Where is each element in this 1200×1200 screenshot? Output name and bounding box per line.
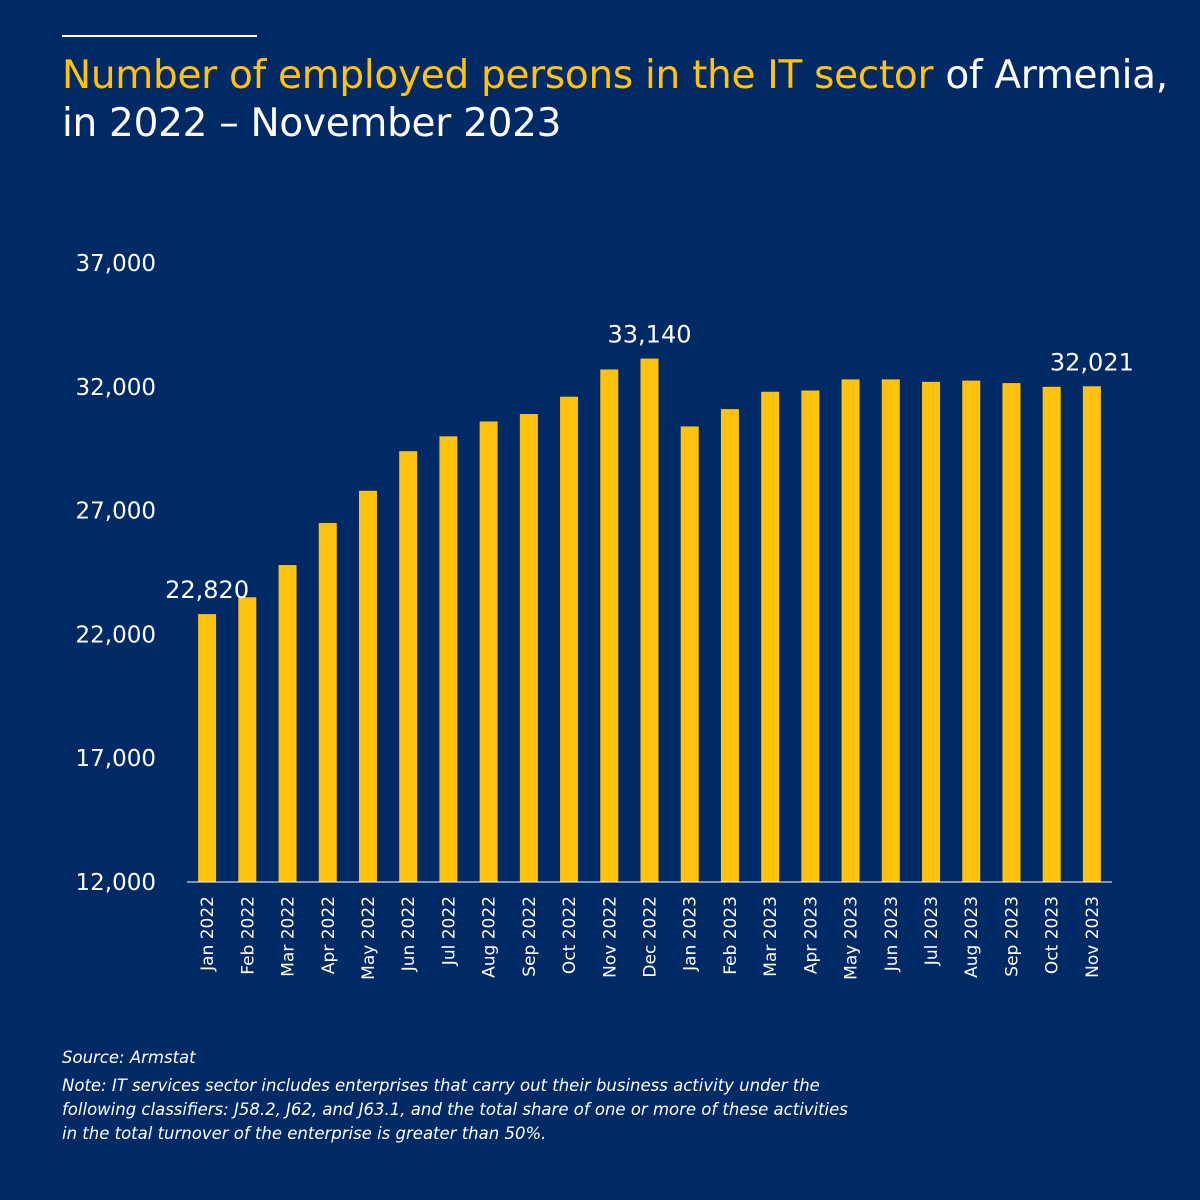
bar bbox=[358, 490, 377, 882]
bar bbox=[519, 414, 538, 882]
bar bbox=[761, 391, 780, 882]
x-tick-label: Apr 2022 bbox=[319, 896, 339, 974]
x-tick-label: Sep 2022 bbox=[520, 896, 540, 977]
y-tick-label: 37,000 bbox=[76, 251, 156, 277]
x-tick-label: Jan 2023 bbox=[681, 896, 701, 972]
bar bbox=[720, 409, 739, 882]
bar bbox=[600, 369, 619, 882]
y-tick-label: 22,000 bbox=[76, 622, 156, 648]
bar bbox=[1002, 383, 1021, 882]
y-tick-label: 17,000 bbox=[76, 746, 156, 772]
x-tick-label: Nov 2023 bbox=[1083, 896, 1103, 978]
bar-chart: 12,000 17,000 22,000 27,000 32,000 37,000 Jan … bbox=[76, 251, 1134, 980]
x-tick-label: Mar 2022 bbox=[279, 896, 299, 977]
bar bbox=[560, 396, 579, 882]
x-tick-label: Aug 2022 bbox=[480, 896, 500, 978]
bar bbox=[1082, 386, 1101, 882]
x-tick-label: Dec 2022 bbox=[641, 896, 661, 978]
bar bbox=[439, 436, 458, 882]
x-tick-label: Apr 2023 bbox=[801, 896, 821, 974]
bar bbox=[238, 597, 257, 882]
x-tick-label: May 2023 bbox=[842, 896, 862, 980]
source-text: Source: Armstat bbox=[62, 1048, 196, 1067]
bar bbox=[318, 522, 337, 882]
x-tick-label: Aug 2023 bbox=[962, 896, 982, 978]
x-tick-label: Mar 2023 bbox=[761, 896, 781, 977]
bar bbox=[198, 614, 217, 882]
x-tick-label: Jan 2022 bbox=[198, 896, 218, 972]
title-line-2: in 2022 – November 2023 bbox=[62, 101, 562, 146]
y-tick-label: 12,000 bbox=[76, 870, 156, 896]
decorative-rule bbox=[62, 35, 257, 37]
data-label: 32,021 bbox=[1050, 348, 1134, 376]
x-tick-label: Jun 2023 bbox=[882, 896, 902, 972]
x-tick-label: Oct 2022 bbox=[560, 896, 580, 974]
x-tick-label: Jun 2022 bbox=[399, 896, 419, 972]
x-tick-label: Feb 2022 bbox=[238, 896, 258, 975]
bar bbox=[1042, 386, 1061, 882]
chart-title: Number of employed persons in the IT sec… bbox=[62, 52, 1172, 148]
bar bbox=[640, 358, 659, 882]
x-tick-label: Jul 2022 bbox=[439, 896, 459, 966]
footer-notes: Source: Armstat Note: IT services sector… bbox=[62, 1046, 1162, 1146]
bar bbox=[881, 379, 900, 882]
x-tick-label: Feb 2023 bbox=[721, 896, 741, 975]
bar bbox=[922, 381, 941, 882]
bar bbox=[278, 565, 297, 882]
x-tick-label: May 2022 bbox=[359, 896, 379, 980]
bar bbox=[479, 421, 498, 882]
data-label: 22,820 bbox=[165, 576, 249, 604]
bar bbox=[801, 390, 820, 882]
data-label: 33,140 bbox=[608, 321, 692, 349]
bar bbox=[680, 426, 699, 882]
x-tick-label: Sep 2023 bbox=[1002, 896, 1022, 977]
bar bbox=[962, 380, 981, 882]
note-text: Note: IT services sector includes enterp… bbox=[62, 1076, 848, 1143]
y-tick-label: 27,000 bbox=[76, 499, 156, 525]
x-tick-label: Oct 2023 bbox=[1043, 896, 1063, 974]
bar bbox=[399, 451, 418, 882]
y-tick-label: 32,000 bbox=[76, 375, 156, 401]
title-rest: of Armenia, bbox=[933, 53, 1168, 98]
x-tick-label: Jul 2023 bbox=[922, 896, 942, 966]
x-tick-label: Nov 2022 bbox=[600, 896, 620, 978]
title-highlight: Number of employed persons in the IT sec… bbox=[62, 53, 934, 98]
bar bbox=[841, 379, 860, 882]
